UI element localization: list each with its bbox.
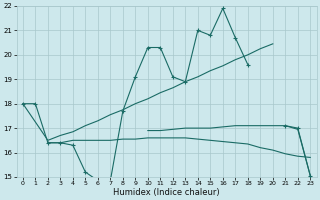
X-axis label: Humidex (Indice chaleur): Humidex (Indice chaleur) [113, 188, 220, 197]
